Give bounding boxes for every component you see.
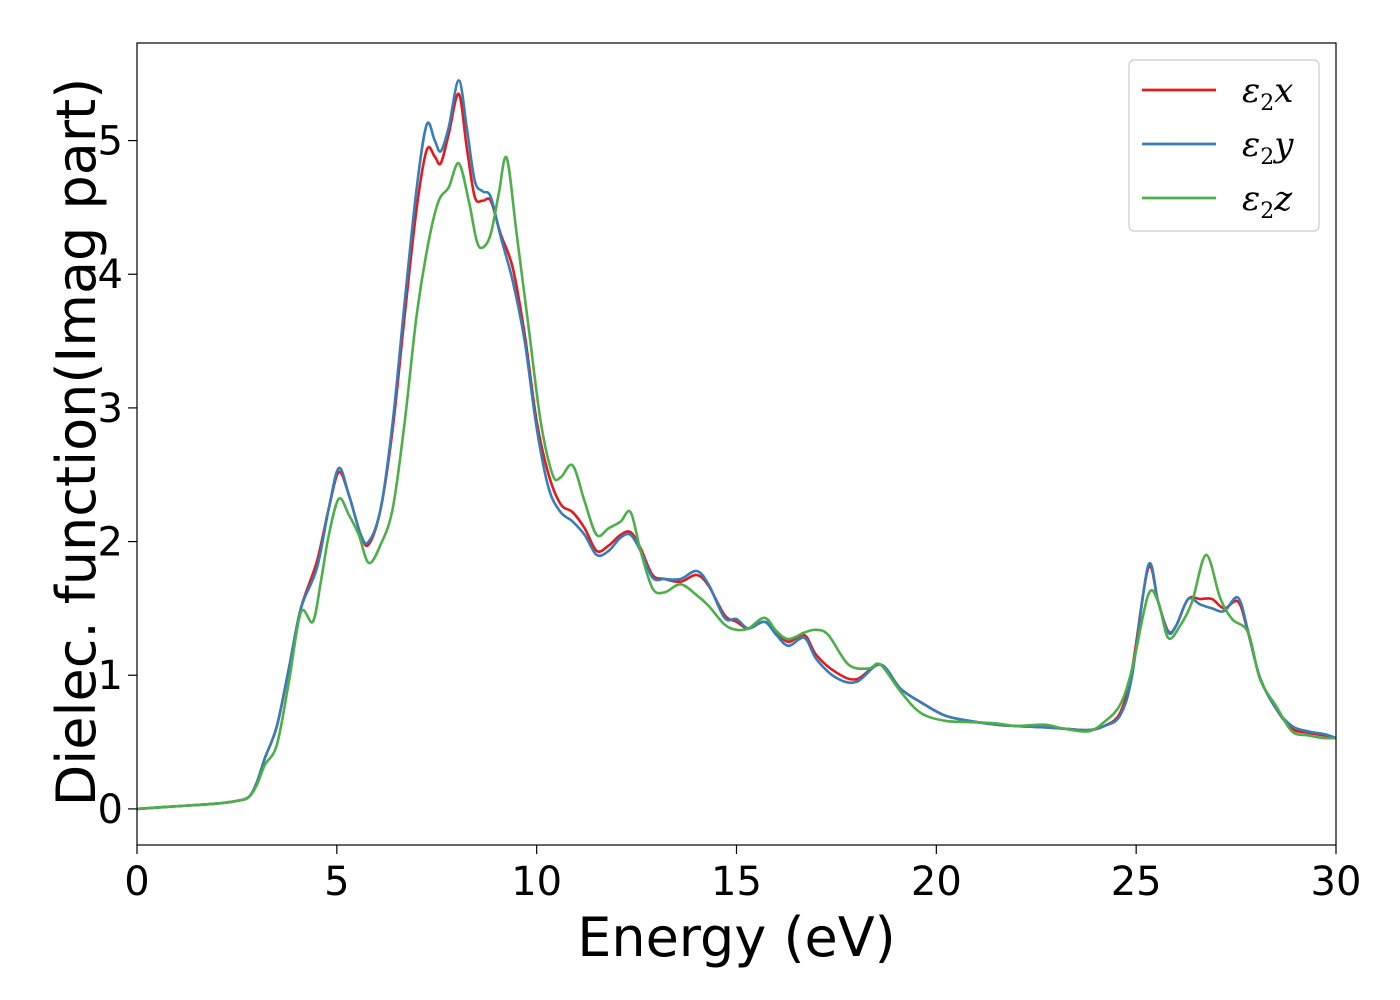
- legend-box: [1128, 59, 1320, 232]
- y-tick-label: 4: [98, 252, 123, 298]
- x-tick-label: 0: [124, 859, 149, 905]
- series-line-z: [137, 155, 1336, 811]
- legend-item-z: ε2z: [1142, 179, 1293, 224]
- x-axis-ticks: 0 5 10 15 20 25 30: [124, 845, 1361, 905]
- x-tick-label: 5: [324, 859, 349, 905]
- y-tick-label: 0: [98, 787, 123, 833]
- y-axis-title: Dielec. function(Imag part): [45, 78, 108, 807]
- legend: ε2x ε2y ε2z: [1128, 59, 1320, 232]
- y-axis-ticks: 0 1 2 3 4 5: [98, 119, 137, 833]
- series-line-y: [137, 79, 1336, 811]
- legend-label: ε2x: [1242, 71, 1293, 116]
- legend-item-x: ε2x: [1142, 71, 1293, 116]
- y-tick-label: 5: [98, 119, 123, 165]
- y-tick-label: 3: [98, 386, 123, 432]
- series-layer: [137, 79, 1336, 811]
- legend-label: ε2y: [1242, 125, 1294, 170]
- y-tick-label: 2: [98, 520, 123, 566]
- x-tick-label: 15: [711, 859, 762, 905]
- x-tick-label: 30: [1311, 859, 1362, 905]
- y-tick-label: 1: [98, 653, 123, 699]
- x-tick-label: 25: [1111, 859, 1162, 905]
- legend-label: ε2z: [1242, 179, 1293, 224]
- legend-item-y: ε2y: [1142, 125, 1294, 170]
- x-axis-title: Energy (eV): [577, 906, 896, 969]
- x-tick-label: 20: [911, 859, 962, 905]
- x-tick-label: 10: [511, 859, 562, 905]
